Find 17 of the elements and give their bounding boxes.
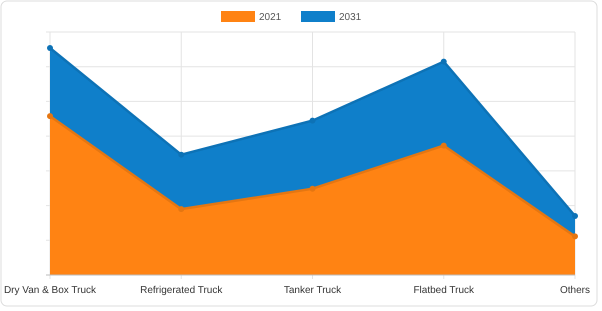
- x-tick-label: Flatbed Truck: [413, 285, 476, 296]
- point: [310, 118, 316, 124]
- point: [47, 113, 53, 120]
- x-tick-label: Tanker Truck: [284, 285, 342, 296]
- point: [440, 58, 447, 65]
- legend-label: 2021: [259, 12, 282, 23]
- point: [572, 212, 578, 219]
- point: [178, 152, 184, 158]
- point: [47, 45, 53, 51]
- point: [572, 233, 578, 240]
- x-tick-label: Others: [560, 285, 590, 296]
- point: [310, 186, 316, 192]
- x-tick-label: Refrigerated Truck: [140, 285, 224, 296]
- point: [440, 142, 447, 149]
- legend-label: 2031: [339, 12, 362, 23]
- x-tick-label: Dry Van & Box Truck: [4, 285, 98, 296]
- point: [178, 206, 184, 212]
